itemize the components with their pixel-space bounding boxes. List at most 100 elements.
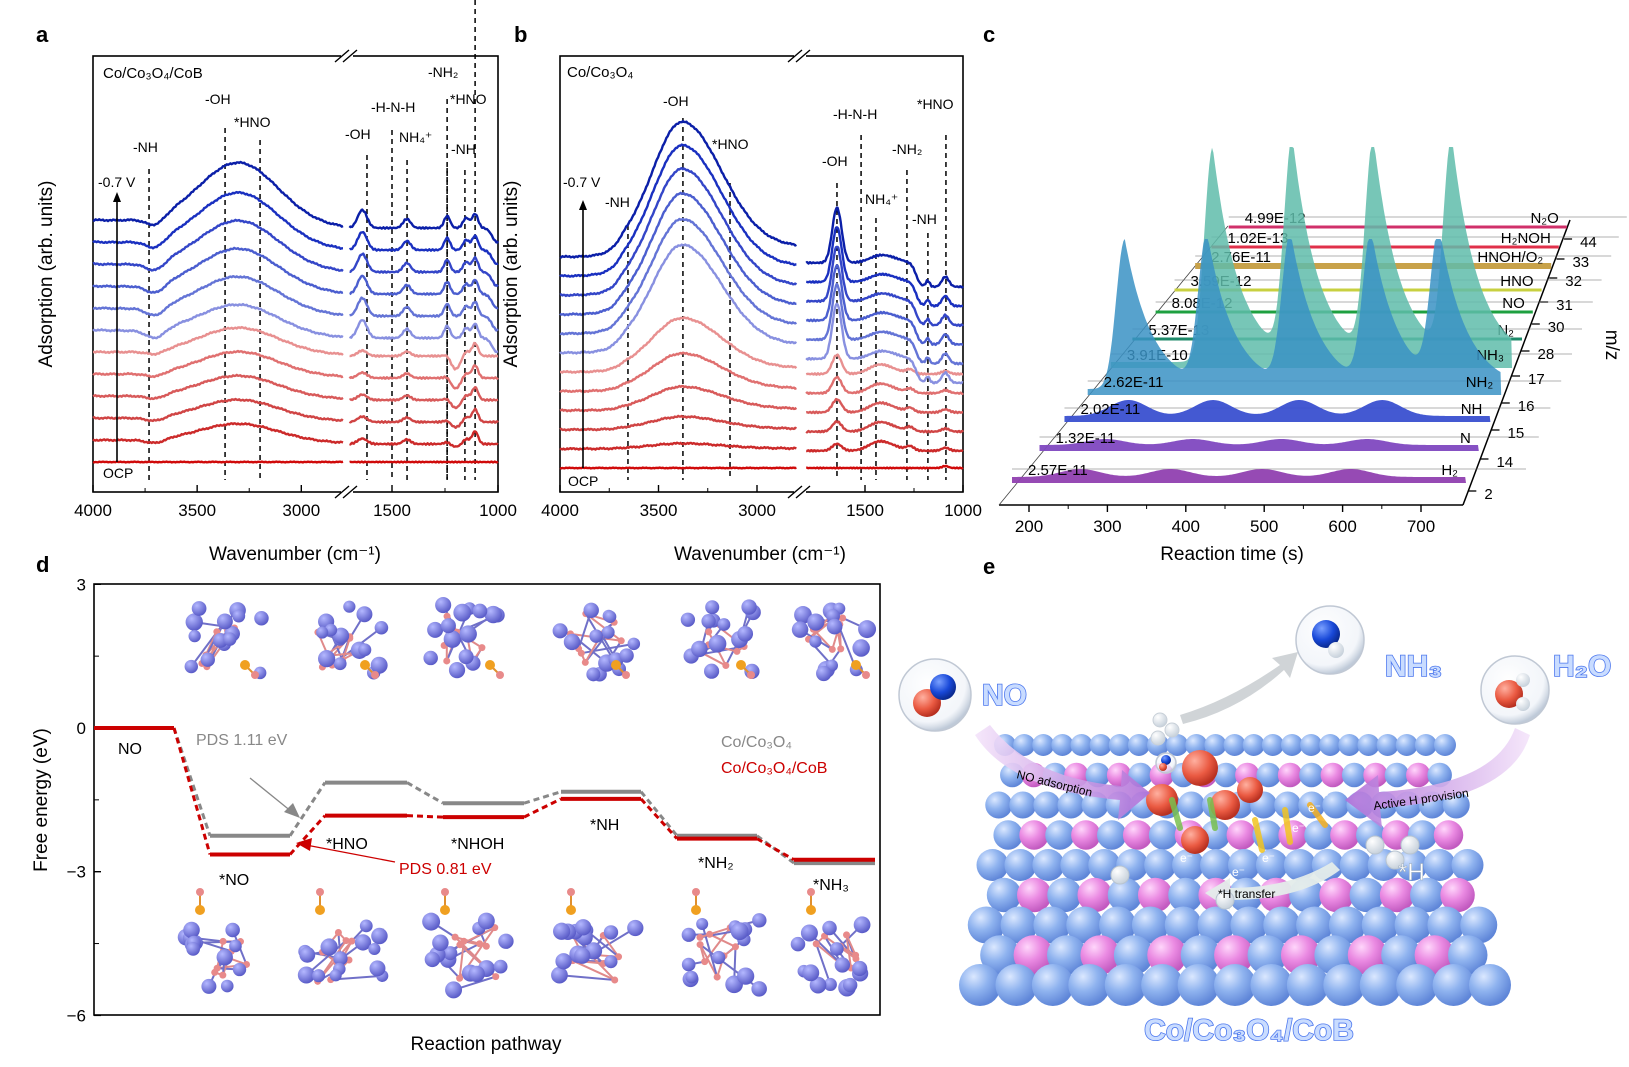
peak-label: *HNO <box>712 136 749 152</box>
mz-tick-label: 17 <box>1528 371 1545 388</box>
peak-label: *HNO <box>917 96 954 112</box>
cobalt-atom <box>681 927 696 942</box>
cobalt-atom <box>603 610 617 623</box>
cobalt-sphere <box>1144 849 1177 881</box>
boron-atom <box>219 937 227 945</box>
axis-break-gap <box>341 53 353 59</box>
cobalt-atom <box>370 656 388 674</box>
mz-tick-label: 16 <box>1518 398 1535 415</box>
cobalt-sphere <box>1460 906 1498 944</box>
atom <box>1161 755 1171 765</box>
peak-label: -NH <box>451 141 476 157</box>
bond <box>305 939 347 976</box>
x-tick-label: 400 <box>1172 517 1200 536</box>
panel-e-schematic: e⁻e⁻e⁻e⁻e⁻e⁻ <box>898 605 1550 1006</box>
cobalt-sphere <box>1032 734 1055 756</box>
cobalt-atom <box>708 634 727 653</box>
mz-tick-label: 28 <box>1538 346 1555 363</box>
oxygen-atom <box>441 888 449 896</box>
peak-label: NH₄⁺ <box>865 191 898 207</box>
energy-connector <box>639 790 679 837</box>
electron-flow-arrow <box>1282 807 1293 845</box>
panel-c-mass-spec: Reaction time (s) m/z 200 300 400 500 600 700… <box>998 147 1627 565</box>
x-tick-label: 4000 <box>74 501 112 520</box>
cobalt-sphere <box>1148 820 1179 850</box>
cobalt-atom <box>737 967 755 985</box>
axis-break-mark <box>334 485 358 499</box>
cobalt-atom <box>299 946 316 963</box>
cobalt-sphere <box>1097 820 1127 850</box>
atomic-structure-image <box>423 597 505 679</box>
atomic-structure-image <box>791 602 877 682</box>
boron-sphere <box>1379 877 1415 913</box>
cobalt-sphere <box>986 877 1022 913</box>
cobalt-atom <box>201 978 217 994</box>
nitrogen-atom <box>611 660 621 670</box>
boron-sphere <box>1320 762 1346 788</box>
species-label: HNOH/O₂ <box>1477 249 1543 266</box>
cobalt-atom <box>794 606 812 624</box>
panel-b-title: Co/Co₃O₄ <box>567 64 633 81</box>
nitrogen-atom <box>440 905 450 915</box>
panel-letter-c: c <box>983 22 995 47</box>
cobalt-atom <box>604 955 618 969</box>
electron-label: e⁻ <box>1180 851 1193 865</box>
cobalt-sphere <box>1319 734 1342 756</box>
cobalt-atom <box>712 950 726 965</box>
species-label: H₂ <box>1441 462 1458 479</box>
plot-frame <box>559 55 964 493</box>
intensity-label: 1.02E-13 <box>1228 230 1289 247</box>
boron-atom <box>213 964 221 972</box>
boron-atom <box>839 614 847 622</box>
cobalt-sphere <box>959 964 1001 1006</box>
axis-break-gap <box>794 489 806 495</box>
cobalt-atom <box>575 919 592 936</box>
spectrum-curve <box>92 422 499 448</box>
cobalt-atom <box>800 924 818 942</box>
cobalt-atom <box>790 936 806 952</box>
mz-tick-label: 30 <box>1548 319 1565 336</box>
cobalt-sphere <box>1286 964 1329 1006</box>
species-label: N <box>1460 430 1471 447</box>
cobalt-atom <box>312 969 326 983</box>
nh3-molecule-icon <box>1295 605 1365 675</box>
bond <box>341 637 351 661</box>
hydrogen-atom-icon <box>1365 835 1385 855</box>
mz-tick-label: 15 <box>1508 425 1525 442</box>
cobalt-atom <box>422 912 441 931</box>
oxygen-atom <box>567 888 575 896</box>
boron-atom <box>342 937 350 945</box>
cobalt-atom <box>823 977 837 991</box>
spectrum-curve <box>92 246 499 310</box>
cobalt-sphere <box>1213 762 1239 788</box>
bond <box>699 926 731 939</box>
nitrogen-atom <box>240 660 250 670</box>
cobalt-sphere <box>1177 964 1220 1006</box>
spectrum-curve <box>92 349 499 390</box>
boron-atom <box>733 647 741 655</box>
boron-atom <box>812 940 820 948</box>
step-label: *NH₂ <box>698 855 734 872</box>
cobalt-sphere <box>1099 906 1137 944</box>
boron-atom <box>443 612 451 620</box>
bond <box>572 959 616 981</box>
cobalt-atom <box>691 640 708 658</box>
energy-connector <box>288 814 327 856</box>
spectrum-curve <box>559 384 964 415</box>
cobalt-sphere <box>1107 877 1143 913</box>
energy-connector <box>639 797 679 840</box>
y-tick-label: 0 <box>77 719 86 738</box>
cobalt-sphere <box>1204 734 1227 756</box>
ms-signal-area <box>1012 469 1466 483</box>
spectrum-curve <box>92 460 499 464</box>
cobalt-atom <box>448 662 466 679</box>
cobalt-sphere <box>1230 906 1268 944</box>
boron-atom <box>611 976 619 984</box>
spectrum-curve <box>559 191 964 347</box>
cobalt-atom <box>809 976 827 994</box>
boron-atom <box>828 645 836 653</box>
cobalt-sphere <box>1200 849 1233 881</box>
atomic-structure-image <box>177 888 250 994</box>
cobalt-atom <box>555 953 572 970</box>
